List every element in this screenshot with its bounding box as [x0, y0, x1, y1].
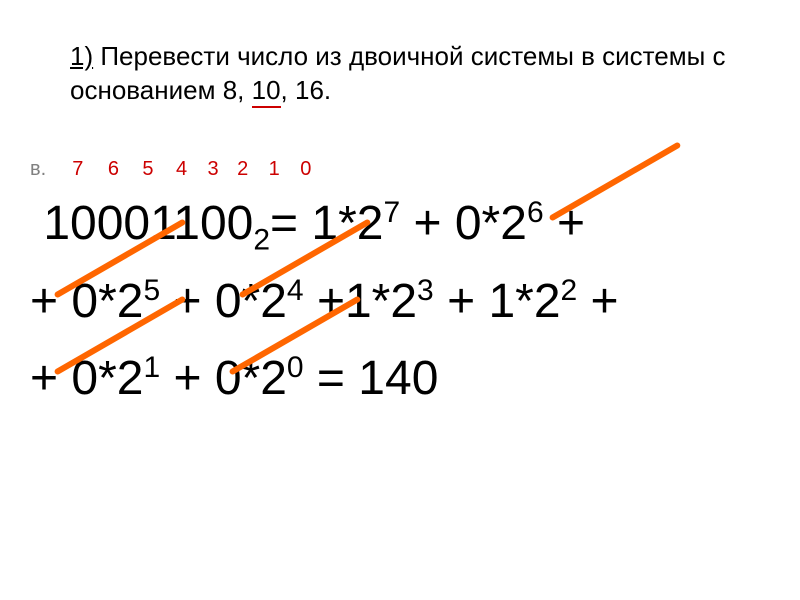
exponent: 4	[287, 274, 304, 307]
title-red-number: 10	[252, 75, 281, 108]
bit-index: 1	[260, 158, 288, 181]
term: + 1*2	[447, 275, 560, 328]
bit-index: 5	[134, 158, 162, 181]
exponent: 1	[143, 351, 160, 384]
exponent: 0	[287, 351, 304, 384]
exponent: 6	[527, 196, 544, 229]
bit-indices-row: в. 7 6 5 4 3 2 1 0	[30, 158, 770, 181]
math-line-3: + 0*21 + 0*20 = 140	[30, 341, 770, 418]
bit-index: 7	[63, 158, 93, 181]
exponent: 7	[383, 196, 400, 229]
term: + 0*2	[30, 352, 143, 405]
bit-index: 4	[168, 158, 196, 181]
bit-index: 6	[98, 158, 128, 181]
base-subscript: 2	[253, 223, 270, 256]
math-line-2: + 0*25 + 0*24 +1*23 + 1*22 +	[30, 264, 770, 341]
problem-title: 1) Перевести число из двоичной системы в…	[70, 40, 770, 108]
term: +1*2	[317, 275, 417, 328]
term: + 0*2	[173, 352, 286, 405]
problem-number: 1)	[70, 41, 93, 71]
bit-index: 2	[231, 158, 255, 181]
result: = 140	[304, 352, 439, 405]
indices-prefix: в.	[30, 158, 46, 180]
bit-index: 0	[294, 158, 318, 181]
exponent: 2	[561, 274, 578, 307]
exponent: 5	[143, 274, 160, 307]
exponent: 3	[417, 274, 434, 307]
math-line-1: 100011002= 1*27 + 0*26 +	[30, 186, 770, 265]
title-text-after: , 16.	[281, 75, 332, 105]
title-text-before: Перевести число из двоичной системы в си…	[70, 41, 726, 105]
plus-end: +	[577, 275, 618, 328]
term: + 0*2	[400, 197, 527, 250]
term: + 0*2	[30, 275, 143, 328]
bit-index: 3	[201, 158, 225, 181]
math-expression: 100011002= 1*27 + 0*26 + + 0*25 + 0*24 +…	[30, 186, 770, 418]
